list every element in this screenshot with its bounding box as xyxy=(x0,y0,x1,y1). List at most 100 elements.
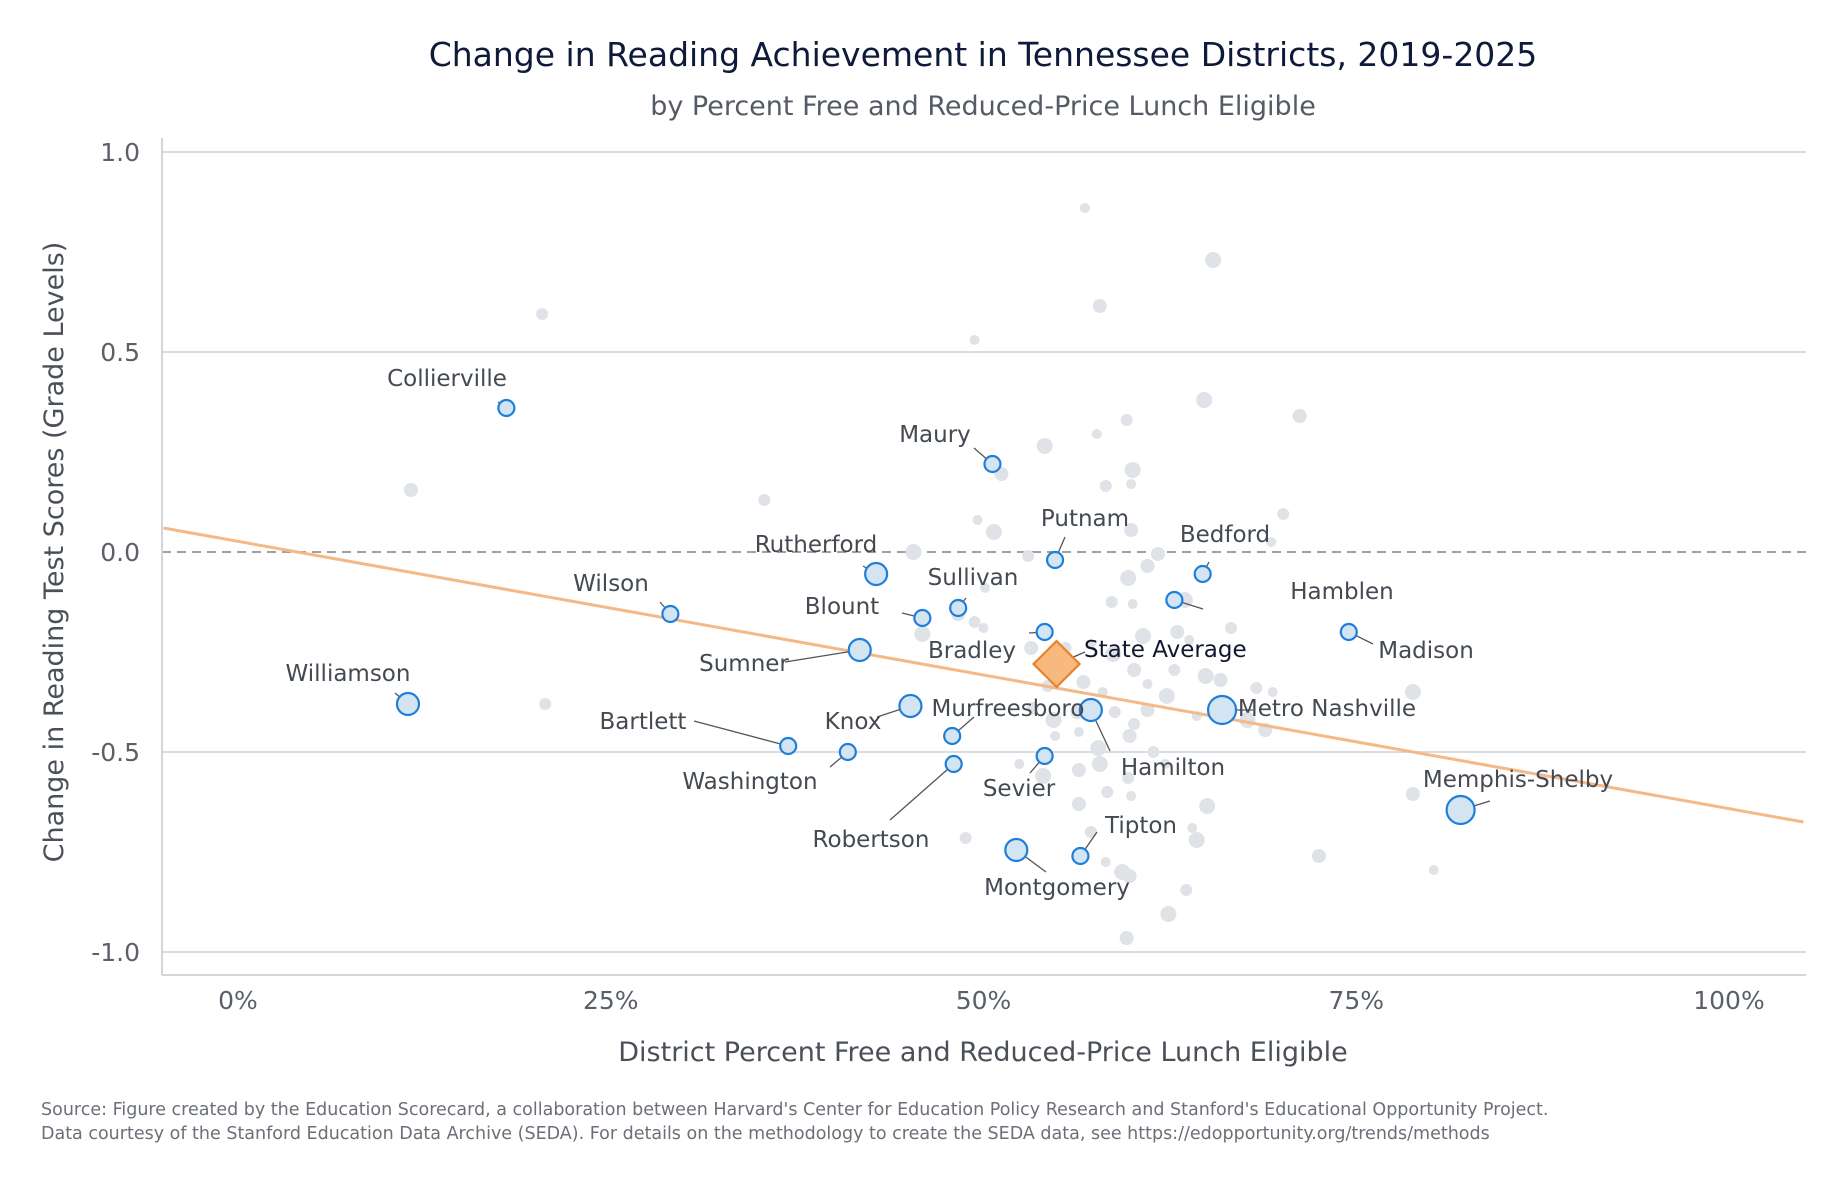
district-point xyxy=(1126,479,1137,489)
district-point xyxy=(1213,673,1228,687)
district-point-bartlett xyxy=(779,736,798,756)
district-point xyxy=(1091,429,1102,439)
state-average-marker xyxy=(1032,639,1082,689)
x-tick-label: 25% xyxy=(583,986,639,1015)
district-label-washington: Washington xyxy=(682,769,817,795)
district-label-bradley: Bradley xyxy=(928,638,1016,664)
district-point xyxy=(959,832,972,844)
x-tick-label: 0% xyxy=(218,986,258,1015)
district-point xyxy=(1024,641,1039,655)
district-label-hamilton: Hamilton xyxy=(1121,755,1225,781)
district-point xyxy=(1292,409,1307,423)
district-point xyxy=(1071,763,1086,777)
district-point xyxy=(1126,791,1137,801)
district-point xyxy=(1124,523,1139,537)
y-tick-label: 0.0 xyxy=(100,538,140,567)
district-point xyxy=(1101,786,1114,798)
y-tick-label: -1.0 xyxy=(91,938,140,967)
district-point xyxy=(1158,688,1175,704)
district-point-washington xyxy=(838,742,857,762)
highlighted-points xyxy=(395,398,1476,866)
district-point xyxy=(1405,787,1420,801)
district-point xyxy=(1127,599,1138,609)
district-point xyxy=(1120,570,1137,586)
district-point-williamson xyxy=(395,691,421,717)
district-point xyxy=(403,483,418,497)
district-point xyxy=(1079,203,1090,213)
district-point-memphis-shelby xyxy=(1445,794,1476,826)
district-point xyxy=(1026,702,1039,714)
district-point xyxy=(1071,797,1086,811)
district-point xyxy=(985,524,1002,540)
district-point xyxy=(1187,823,1198,833)
x-axis-title: District Percent Free and Reduced-Price … xyxy=(618,1037,1347,1068)
state-average-label: State Average xyxy=(1084,637,1247,663)
x-tick-label: 100% xyxy=(1693,986,1764,1015)
district-point xyxy=(1119,931,1134,945)
source-note-line-1: Source: Figure created by the Education … xyxy=(41,1100,1548,1120)
chart-title: Change in Reading Achievement in Tenness… xyxy=(429,35,1538,74)
district-label-sumner: Sumner xyxy=(699,651,789,677)
district-point xyxy=(1090,740,1107,756)
district-point-madison xyxy=(1339,622,1358,642)
district-label-collierville: Collierville xyxy=(387,366,507,392)
district-point xyxy=(1150,547,1165,561)
district-point xyxy=(1147,746,1160,758)
district-point-metro-nashville xyxy=(1206,694,1238,726)
district-point xyxy=(1076,675,1091,689)
district-point xyxy=(1092,299,1107,313)
district-point-robertson xyxy=(944,754,963,774)
district-point xyxy=(968,616,981,628)
trend-line xyxy=(163,526,1804,824)
district-point-collierville xyxy=(497,398,516,418)
district-label-sevier: Sevier xyxy=(983,776,1056,802)
district-point xyxy=(1120,414,1133,426)
district-label-madison: Madison xyxy=(1378,638,1474,664)
district-label-murfreesboro: Murfreesboro xyxy=(932,696,1085,722)
district-point xyxy=(1196,392,1213,408)
district-point xyxy=(969,335,980,345)
y-tick-label: 1.0 xyxy=(100,138,140,167)
district-point xyxy=(1128,718,1141,730)
x-tick-label: 50% xyxy=(956,986,1012,1015)
gridlines xyxy=(162,151,1806,953)
district-point xyxy=(1022,550,1035,562)
district-point xyxy=(1160,906,1177,922)
district-point xyxy=(1073,727,1084,737)
district-point xyxy=(1250,682,1263,694)
district-label-williamson: Williamson xyxy=(286,661,411,687)
label-leader-lines xyxy=(394,401,1491,873)
district-point-sumner xyxy=(847,637,872,663)
district-point xyxy=(1266,537,1277,547)
trend-line-group xyxy=(163,526,1804,824)
district-point xyxy=(1277,508,1290,520)
district-point xyxy=(979,583,990,593)
district-point xyxy=(1100,857,1111,867)
district-point xyxy=(1085,639,1096,649)
district-label-wilson: Wilson xyxy=(573,571,649,597)
district-point-blount xyxy=(913,608,932,628)
axes: 1.0 0.5 0.0 -0.5 -1.0 0% 25% 50% 75% 100% xyxy=(91,138,1806,1015)
district-point xyxy=(1404,684,1421,700)
district-point xyxy=(1014,759,1025,769)
district-label-maury: Maury xyxy=(899,422,971,448)
district-point xyxy=(539,698,552,710)
district-point-maury xyxy=(983,454,1002,474)
district-point xyxy=(536,308,549,320)
district-point-murfreesboro xyxy=(943,726,962,746)
district-point xyxy=(1267,687,1278,697)
district-point-sevier xyxy=(1035,746,1054,766)
district-point-bedford xyxy=(1193,564,1212,584)
district-point xyxy=(1127,663,1142,677)
district-point-hamblen xyxy=(1165,590,1184,610)
district-point xyxy=(1160,759,1171,769)
district-point xyxy=(1124,462,1141,478)
district-label-knox: Knox xyxy=(825,709,882,735)
district-point xyxy=(1035,768,1052,784)
y-tick-label: 0.5 xyxy=(100,338,140,367)
chart-subtitle: by Percent Free and Reduced-Price Lunch … xyxy=(650,91,1316,122)
y-tick-label: -0.5 xyxy=(91,738,140,767)
district-label-robertson: Robertson xyxy=(813,827,930,853)
district-point-putnam xyxy=(1045,550,1065,570)
